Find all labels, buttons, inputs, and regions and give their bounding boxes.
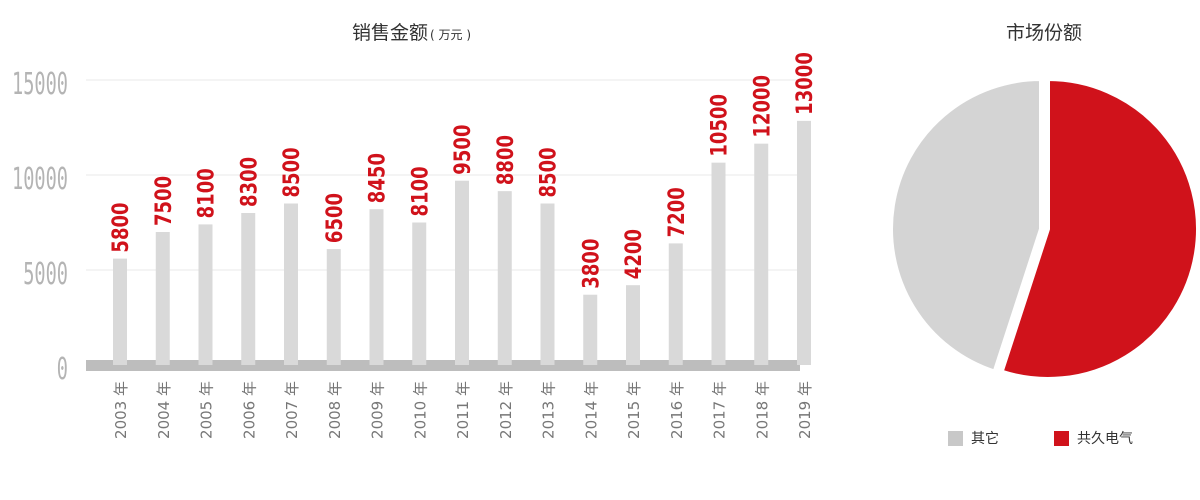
bar [155, 232, 170, 365]
x-category-label: 2015 年 [625, 381, 643, 439]
bar-chart-title: 销售金额( 万元 ) [352, 18, 471, 45]
x-category-label: 2005 年 [198, 381, 216, 439]
legend-label-other: 其它 [971, 431, 999, 447]
bar-value-label: 10500 [706, 94, 732, 157]
bar [241, 213, 256, 365]
x-category-label: 2013 年 [540, 381, 558, 439]
bar-value-label: 8800 [492, 135, 518, 185]
legend-swatch-other [948, 430, 963, 446]
bar-chart-title-unit: ( 万元 ) [430, 28, 472, 42]
bar [455, 180, 469, 365]
legend-item-other: 其它 [948, 428, 999, 448]
bar [711, 162, 726, 365]
bar [113, 258, 127, 365]
bar [369, 209, 384, 365]
bar-value-label: 9500 [449, 125, 475, 175]
bar [754, 143, 769, 365]
bar [668, 243, 683, 365]
bar-value-label: 12000 [748, 75, 774, 138]
x-category-label: 2004 年 [155, 381, 173, 439]
bar [412, 222, 427, 365]
x-category-label: 2003 年 [112, 381, 130, 439]
x-category-label: 2011 年 [454, 381, 472, 439]
bar-value-label: 7500 [150, 176, 176, 226]
bar [797, 120, 811, 365]
x-category-label: 2007 年 [283, 381, 301, 439]
bar-value-label: 13000 [791, 52, 817, 115]
bar-value-label: 8450 [364, 153, 390, 203]
x-category-label: 2016 年 [668, 381, 686, 439]
bar-value-label: 8500 [278, 147, 304, 197]
bar-value-label: 5800 [107, 202, 133, 252]
bar-value-label: 8100 [193, 168, 219, 218]
bar-chart-title-text: 销售金额 [352, 22, 429, 44]
x-category-label: 2010 年 [411, 381, 429, 439]
x-category-label: 2017 年 [711, 381, 729, 439]
bar [284, 203, 298, 365]
bar-value-label: 8100 [406, 166, 432, 216]
bar-value-label: 7200 [663, 187, 689, 237]
pie-slice-other [889, 76, 1043, 375]
pie-slice-gongjiu [999, 76, 1200, 381]
x-category-label: 2018 年 [753, 381, 771, 439]
x-category-label: 2009 年 [369, 381, 387, 439]
pie-chart-title: 市场份额 [1006, 22, 1083, 44]
y-tick-label: 15000 [12, 66, 68, 101]
legend-label-gongjiu: 共久电气 [1077, 431, 1133, 447]
bar [497, 191, 512, 365]
y-tick-label: 10000 [12, 161, 68, 196]
y-tick-label: 0 [57, 351, 68, 386]
x-category-label: 2006 年 [240, 381, 258, 439]
x-category-label: 2014 年 [582, 381, 600, 439]
bar-value-label: 6500 [321, 193, 347, 243]
bar-value-label: 8500 [535, 147, 561, 197]
x-axis-baseline [86, 360, 800, 371]
legend-swatch-gongjiu [1054, 430, 1069, 446]
bar [626, 285, 640, 365]
x-category-label: 2019 年 [796, 381, 814, 439]
bar-value-label: 8300 [235, 157, 261, 207]
sales-bar-chart: 0 5000 10000 15000 5800 2003 年 7500 2004 年 8100 2… [12, 52, 817, 439]
bar-value-label: 4200 [620, 229, 646, 279]
bar-value-label: 3800 [577, 239, 603, 289]
x-category-label: 2008 年 [326, 381, 344, 439]
x-category-label: 2012 年 [497, 381, 515, 439]
legend-item-gongjiu: 共久电气 [1054, 428, 1133, 448]
bar [583, 294, 598, 365]
bar [540, 203, 555, 365]
y-tick-label: 5000 [23, 256, 68, 291]
bar [198, 224, 213, 365]
bar [326, 249, 341, 365]
